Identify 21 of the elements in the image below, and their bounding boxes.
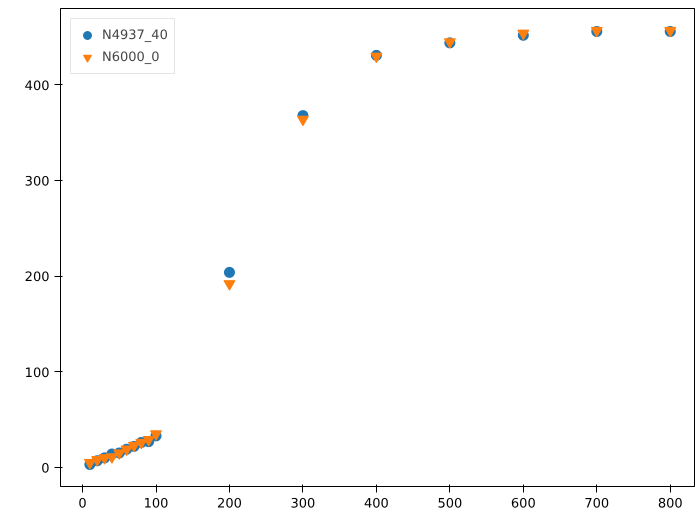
point	[106, 453, 118, 464]
x-tick-label: 400	[364, 496, 389, 512]
legend-label: N4937_40	[102, 28, 168, 42]
point	[370, 52, 382, 64]
x-tick-label: 100	[144, 496, 168, 512]
y-tick-label: 200	[24, 270, 50, 286]
x-tick-label: 600	[510, 496, 536, 512]
point	[224, 266, 235, 278]
x-tick-label: 0	[78, 496, 87, 512]
x-tick-label: 200	[217, 496, 242, 512]
x-tick-label: 800	[658, 496, 683, 512]
y-tick-label: 300	[24, 174, 50, 190]
x-tick-label: 500	[437, 496, 462, 512]
point	[223, 280, 236, 291]
y-tick-label: 0	[41, 461, 50, 476]
x-tick-label: 700	[584, 496, 610, 512]
y-tick-label: 100	[24, 366, 50, 381]
x-tick-label: 300	[290, 496, 316, 512]
y-tick-label: 400	[24, 78, 50, 94]
legend-label: N6000_0	[102, 50, 160, 64]
point	[296, 116, 309, 126]
